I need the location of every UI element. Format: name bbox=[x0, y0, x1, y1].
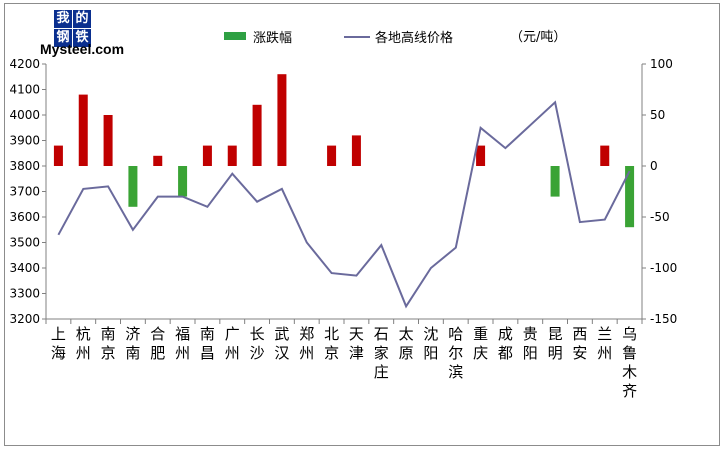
bar-1 bbox=[78, 94, 88, 166]
axes-group bbox=[42, 63, 646, 324]
bar-11 bbox=[327, 145, 337, 166]
x-tick-label-1: 杭州 bbox=[76, 325, 91, 362]
y-left-tick-label-6: 3800 bbox=[9, 159, 40, 173]
y-left-tick-label-2: 3400 bbox=[9, 261, 40, 275]
legend-line-label: 各地高线价格 bbox=[375, 31, 454, 46]
bar-2 bbox=[103, 115, 113, 166]
bar-3 bbox=[128, 166, 138, 207]
x-tick-label-23: 乌鲁木齐 bbox=[622, 325, 637, 400]
x-tick-label-9: 武汉 bbox=[274, 325, 289, 362]
x-tick-label-19: 贵阳 bbox=[523, 325, 538, 362]
bar-17 bbox=[476, 145, 486, 166]
x-tick-label-14: 太原 bbox=[399, 325, 414, 362]
bar-20 bbox=[550, 166, 560, 197]
bar-22 bbox=[600, 145, 610, 166]
bar-4 bbox=[153, 155, 163, 166]
x-tick-label-15: 沈阳 bbox=[423, 325, 438, 362]
y-right-tick-label-0: -150 bbox=[650, 312, 677, 326]
x-tick-label-7: 广州 bbox=[225, 325, 240, 362]
y-right-tick-label-5: 100 bbox=[650, 57, 673, 71]
logo-char-1: 我 bbox=[54, 10, 72, 28]
y-right-tick-label-2: -50 bbox=[650, 210, 670, 224]
logo-text: Mysteel.com bbox=[40, 41, 125, 57]
x-tick-label-4: 合肥 bbox=[150, 325, 165, 362]
x-tick-label-20: 昆明 bbox=[548, 325, 563, 362]
y-left-tick-label-9: 4100 bbox=[9, 83, 40, 97]
y-left-tick-label-7: 3900 bbox=[9, 134, 40, 148]
y-left-tick-label-4: 3600 bbox=[9, 210, 40, 224]
bar-7 bbox=[227, 145, 237, 166]
y-left-tick-label-5: 3700 bbox=[9, 185, 40, 199]
bar-0 bbox=[53, 145, 63, 166]
price-line bbox=[57, 100, 631, 309]
x-tick-label-10: 郑州 bbox=[299, 325, 314, 362]
legend-bar-label: 涨跌幅 bbox=[253, 31, 293, 46]
unit-label: （元/吨） bbox=[510, 30, 567, 45]
x-tick-label-3: 济南 bbox=[125, 325, 140, 362]
x-tick-label-17: 重庆 bbox=[473, 325, 488, 362]
logo-char-2: 的 bbox=[73, 10, 91, 28]
x-tick-label-21: 西安 bbox=[572, 325, 587, 362]
mysteel-logo: 我 的 钢 铁 Mysteel.com bbox=[40, 10, 132, 58]
x-tick-label-22: 兰州 bbox=[597, 325, 612, 362]
y-left-tick-label-0: 3200 bbox=[9, 312, 40, 326]
labels-group: 3200 3300 3400 3500 3600 3700 3800 3900 4000 4100… bbox=[9, 57, 677, 400]
x-tick-label-6: 南昌 bbox=[200, 325, 215, 362]
bar-9 bbox=[277, 74, 287, 166]
x-tick-label-12: 天津 bbox=[349, 325, 364, 362]
bar-5 bbox=[178, 166, 188, 197]
x-tick-label-11: 北京 bbox=[324, 325, 339, 362]
logo-char-4: 铁 bbox=[73, 29, 91, 47]
x-tick-label-2: 南京 bbox=[101, 325, 116, 362]
legend-line-swatch bbox=[344, 36, 370, 38]
x-tick-label-13: 石家庄 bbox=[374, 325, 389, 381]
x-tick-label-0: 上海 bbox=[51, 325, 66, 362]
y-left-tick-label-8: 4000 bbox=[9, 108, 40, 122]
y-left-tick-label-10: 4200 bbox=[9, 57, 40, 71]
x-tick-label-5: 福州 bbox=[175, 325, 190, 362]
y-right-tick-label-1: -100 bbox=[650, 261, 677, 275]
bar-12 bbox=[351, 135, 361, 166]
bar-23 bbox=[625, 166, 635, 228]
y-left-tick-label-1: 3300 bbox=[9, 287, 40, 301]
y-left-tick-label-3: 3500 bbox=[9, 236, 40, 250]
chart-frame bbox=[4, 3, 720, 446]
bar-6 bbox=[202, 145, 212, 166]
x-tick-label-18: 成都 bbox=[498, 325, 513, 362]
bar-8 bbox=[252, 104, 262, 166]
y-right-tick-label-3: 0 bbox=[650, 159, 658, 173]
line-group bbox=[57, 100, 631, 309]
x-tick-label-8: 长沙 bbox=[250, 325, 265, 362]
y-right-tick-label-4: 50 bbox=[650, 108, 665, 122]
legend-bar-swatch bbox=[224, 32, 246, 40]
x-tick-label-16: 哈尔滨 bbox=[448, 325, 463, 381]
logo-char-3: 钢 bbox=[54, 29, 72, 47]
bars-group bbox=[53, 74, 635, 228]
